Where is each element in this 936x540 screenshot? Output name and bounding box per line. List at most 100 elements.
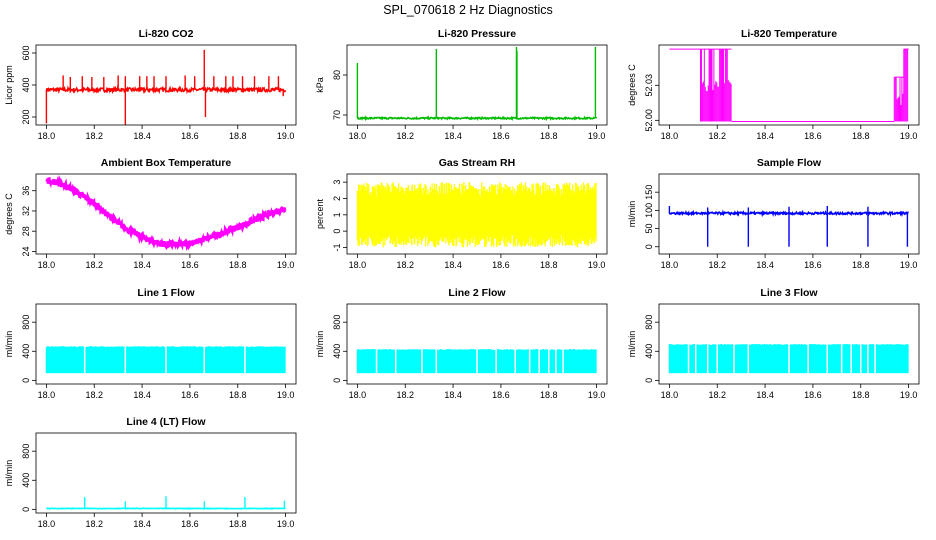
figure-title: SPL_070618 2 Hz Diagnostics xyxy=(383,3,553,17)
y-tick-label: 80 xyxy=(332,70,342,80)
chart-panel: Line 1 Flow ml/min 18.0 18.2 18.4 18.6 18.8 19.… xyxy=(4,287,297,400)
x-tick-label: 18.8 xyxy=(540,131,558,141)
data-layer xyxy=(668,206,909,247)
data-layer xyxy=(45,346,286,374)
data-layer xyxy=(669,48,909,122)
y-tick-label: 600 xyxy=(21,45,31,60)
panel-title: Line 1 Flow xyxy=(137,287,195,299)
panel-title: Gas Stream RH xyxy=(439,157,515,169)
chart-panel: Li-820 Temperature degrees C 18.0 18.2 18.4 1… xyxy=(627,28,920,141)
y-tick-label: 70 xyxy=(332,110,342,120)
y-tick-label: 32 xyxy=(21,206,31,216)
x-tick-label: 18.2 xyxy=(708,390,726,400)
data-layer xyxy=(356,47,598,122)
y-tick-label: 50 xyxy=(644,224,654,234)
x-tick-label: 18.8 xyxy=(229,131,247,141)
y-axis-label: ml/min xyxy=(4,460,14,487)
x-tick-label: 18.6 xyxy=(181,390,199,400)
x-tick-label: 18.6 xyxy=(804,390,822,400)
y-tick-label: 100 xyxy=(644,203,654,218)
y-tick-label: 800 xyxy=(21,315,31,330)
y-axis-label: ml/min xyxy=(4,331,14,358)
chart-panel: Sample Flow ml/min 18.0 18.2 18.4 18.6 18.8 19.… xyxy=(627,157,920,270)
y-tick-label: 400 xyxy=(21,473,31,488)
y-tick-label: 400 xyxy=(332,344,342,359)
data-line xyxy=(357,115,598,122)
panel-title: Line 4 (LT) Flow xyxy=(126,416,206,428)
x-tick-label: 18.4 xyxy=(133,260,151,270)
x-tick-label: 18.2 xyxy=(85,519,103,529)
data-layer xyxy=(668,344,909,374)
data-layer xyxy=(356,349,597,374)
plot-frame xyxy=(35,432,297,514)
x-tick-label: 18.0 xyxy=(661,131,679,141)
x-tick-label: 18.0 xyxy=(349,390,367,400)
chart-panel: Ambient Box Temperature degrees C 18.0 18.2… xyxy=(4,157,297,270)
panel-title: Sample Flow xyxy=(757,157,822,169)
x-tick-label: 18.8 xyxy=(229,519,247,529)
x-tick-label: 18.6 xyxy=(181,260,199,270)
x-tick-label: 18.4 xyxy=(444,131,462,141)
panel-title: Li-820 Temperature xyxy=(741,28,837,40)
x-tick-label: 18.0 xyxy=(38,131,56,141)
x-tick-label: 18.2 xyxy=(396,260,414,270)
y-tick-label: 800 xyxy=(644,315,654,330)
x-tick-label: 18.4 xyxy=(444,390,462,400)
x-tick-label: 18.0 xyxy=(349,131,367,141)
x-tick-label: 18.0 xyxy=(349,260,367,270)
x-tick-label: 19.0 xyxy=(588,260,606,270)
x-tick-label: 18.4 xyxy=(756,131,774,141)
x-tick-label: 18.8 xyxy=(852,260,870,270)
y-tick-label: 400 xyxy=(21,77,31,92)
x-tick-label: 18.0 xyxy=(38,519,56,529)
x-tick-label: 18.4 xyxy=(444,260,462,270)
panel-title: Ambient Box Temperature xyxy=(101,157,232,169)
y-tick-label: 28 xyxy=(21,226,31,236)
x-tick-label: 18.2 xyxy=(396,390,414,400)
x-tick-label: 18.8 xyxy=(229,390,247,400)
y-tick-label: 400 xyxy=(21,344,31,359)
y-axis-label: ml/min xyxy=(315,331,325,358)
y-tick-label: 0 xyxy=(21,507,31,512)
x-tick-label: 18.6 xyxy=(492,131,510,141)
x-tick-label: 18.6 xyxy=(181,519,199,529)
plot-frame xyxy=(346,173,608,255)
x-tick-label: 18.2 xyxy=(85,390,103,400)
chart-panel: Li-820 Pressure kPa 18.0 18.2 18.4 18.6 18.8 19… xyxy=(315,28,608,141)
y-tick-label: 200 xyxy=(21,109,31,124)
x-tick-label: 18.6 xyxy=(492,390,510,400)
chart-panel: Line 2 Flow ml/min 18.0 18.2 18.4 18.6 18.8 19.… xyxy=(315,287,608,400)
data-layer xyxy=(356,182,597,248)
data-layer xyxy=(45,174,287,252)
x-tick-label: 18.2 xyxy=(85,260,103,270)
x-tick-label: 18.2 xyxy=(708,131,726,141)
x-tick-label: 18.4 xyxy=(133,131,151,141)
chart-panel: Gas Stream RH percent 18.0 18.2 18.4 18.6 18.8… xyxy=(315,157,608,270)
x-tick-label: 19.0 xyxy=(277,519,295,529)
plot-frame xyxy=(658,173,920,255)
y-axis-label: ml/min xyxy=(627,331,637,358)
x-tick-label: 18.8 xyxy=(540,260,558,270)
x-tick-label: 19.0 xyxy=(900,131,918,141)
y-tick-label: 1 xyxy=(332,212,342,217)
panel-title: Line 2 Flow xyxy=(448,287,506,299)
y-tick-label: 0 xyxy=(21,378,31,383)
y-tick-label: 800 xyxy=(21,444,31,459)
y-tick-label: 2 xyxy=(332,196,342,201)
plot-frame xyxy=(35,303,297,385)
x-tick-label: 18.6 xyxy=(492,260,510,270)
y-axis-label: kPa xyxy=(315,77,325,93)
x-tick-label: 19.0 xyxy=(277,131,295,141)
y-tick-label: 0 xyxy=(644,244,654,249)
x-tick-label: 18.6 xyxy=(804,260,822,270)
y-tick-label: -1 xyxy=(332,243,342,251)
x-tick-label: 19.0 xyxy=(900,260,918,270)
y-axis-label: degrees C xyxy=(627,64,637,106)
x-tick-label: 19.0 xyxy=(900,390,918,400)
y-tick-label: 150 xyxy=(644,185,654,200)
chart-panel: Line 3 Flow ml/min 18.0 18.2 18.4 18.6 18.8 19.… xyxy=(627,287,920,400)
x-tick-label: 18.4 xyxy=(756,390,774,400)
chart-panel: Line 4 (LT) Flow ml/min 18.0 18.2 18.4 18.6 18… xyxy=(4,416,297,529)
y-tick-label: 800 xyxy=(332,315,342,330)
